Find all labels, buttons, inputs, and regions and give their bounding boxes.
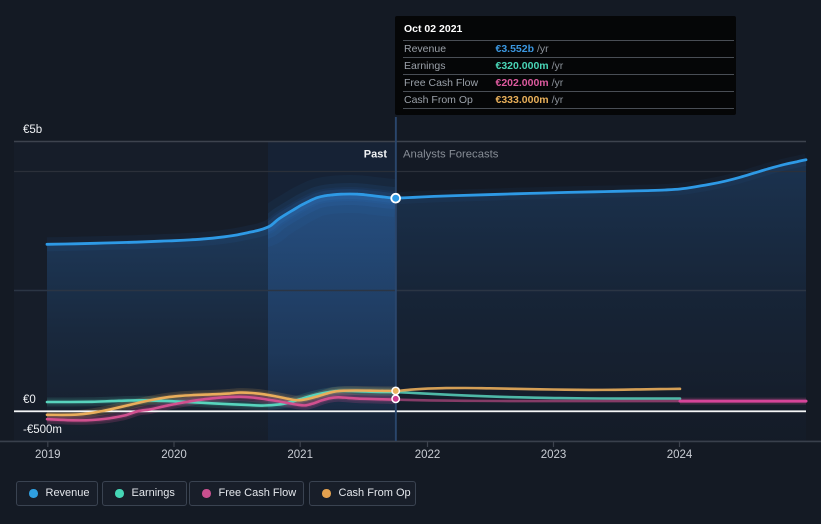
svg-text:2022: 2022 xyxy=(415,449,441,461)
svg-text:2019: 2019 xyxy=(35,449,61,461)
svg-text:2021: 2021 xyxy=(287,449,313,461)
svg-text:€5b: €5b xyxy=(23,124,42,136)
svg-text:2024: 2024 xyxy=(667,449,693,461)
svg-text:Past: Past xyxy=(364,149,388,161)
svg-text:€0: €0 xyxy=(23,394,36,406)
svg-text:Analysts Forecasts: Analysts Forecasts xyxy=(403,149,499,161)
svg-text:2023: 2023 xyxy=(541,449,567,461)
svg-text:-€500m: -€500m xyxy=(23,424,62,436)
svg-text:2020: 2020 xyxy=(161,449,187,461)
